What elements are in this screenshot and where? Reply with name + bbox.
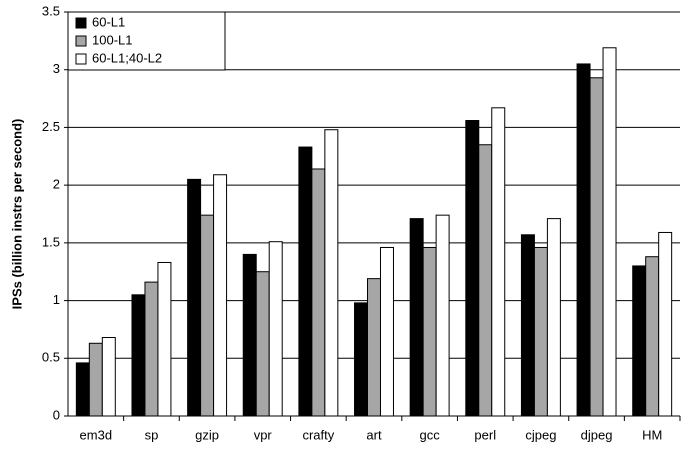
bar — [367, 278, 381, 417]
bar — [200, 214, 215, 417]
legend-label: 100-L1 — [92, 32, 132, 47]
bar — [157, 261, 172, 417]
bar — [435, 214, 450, 417]
bar — [379, 246, 394, 417]
y-tick-label: 0.5 — [42, 350, 60, 365]
legend-label: 60-L1;40-L2 — [92, 50, 162, 65]
bar — [465, 120, 480, 417]
y-tick-label: 2.5 — [42, 119, 60, 134]
legend-box — [67, 11, 226, 71]
bar — [491, 107, 506, 417]
y-tick-label: 1 — [53, 292, 60, 307]
legend-swatch — [75, 53, 87, 65]
y-tick-label: 2 — [53, 177, 60, 192]
bar — [589, 77, 604, 417]
legend-swatch — [75, 35, 87, 47]
x-tick-label: sp — [145, 427, 159, 442]
bar — [101, 337, 116, 417]
legend-label: 60-L1 — [92, 14, 125, 29]
bar — [576, 63, 591, 417]
x-tick-label: perl — [474, 427, 496, 442]
bar — [520, 234, 535, 417]
x-tick-label: gzip — [195, 427, 219, 442]
bar — [533, 246, 548, 417]
bar — [645, 256, 660, 417]
y-tick-label: 3.5 — [42, 3, 60, 18]
bar — [632, 265, 647, 417]
bar — [75, 362, 90, 417]
bar — [658, 231, 673, 417]
bar — [88, 342, 103, 417]
bar — [354, 302, 369, 417]
bar — [298, 146, 313, 417]
bar — [409, 218, 424, 417]
legend-swatch — [75, 17, 87, 29]
x-tick-label: gcc — [420, 427, 441, 442]
bar — [268, 241, 283, 417]
y-tick-label: 3 — [53, 61, 60, 76]
x-tick-label: cjpeg — [525, 427, 556, 442]
x-tick-label: HM — [642, 427, 662, 442]
x-tick-label: crafty — [302, 427, 334, 442]
y-axis-label: IPSs (billion instrs per second) — [9, 119, 24, 310]
bar — [478, 144, 493, 417]
bar — [131, 294, 146, 417]
y-tick-label: 1.5 — [42, 234, 60, 249]
bar — [255, 271, 270, 417]
bar — [242, 253, 257, 417]
x-tick-label: em3d — [80, 427, 113, 442]
bar — [324, 129, 339, 417]
bar — [187, 178, 202, 417]
bar — [546, 218, 561, 417]
bar — [422, 246, 437, 417]
bar — [311, 168, 326, 417]
x-tick-label: vpr — [254, 427, 273, 442]
x-tick-label: djpeg — [581, 427, 613, 442]
bar — [602, 47, 617, 417]
x-tick-label: art — [366, 427, 382, 442]
bar — [144, 281, 159, 417]
bar — [213, 174, 228, 417]
y-tick-label: 0 — [53, 407, 60, 422]
